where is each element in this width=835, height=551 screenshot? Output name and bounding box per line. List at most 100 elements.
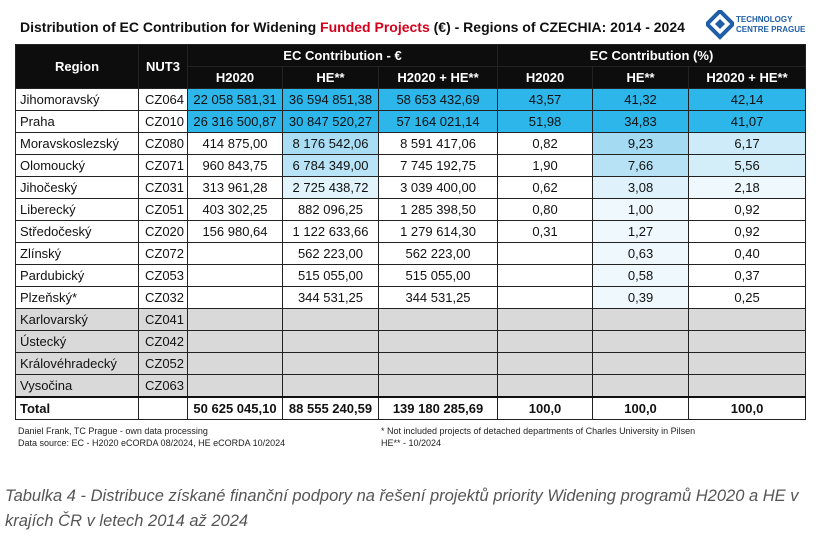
- table-cell: 344 531,25: [377, 286, 499, 309]
- table-cell: [592, 374, 690, 398]
- table-cell: [497, 374, 594, 398]
- table-cell: CZ020: [138, 220, 188, 243]
- table-cell: CZ052: [138, 352, 188, 375]
- table-cell: 1,90: [497, 154, 594, 177]
- table-row: Vysočina CZ063: [15, 374, 807, 398]
- table-cell: 1 279 614,30: [377, 220, 499, 243]
- table-cell: 8 176 542,06: [282, 132, 379, 155]
- table-cell: [187, 242, 283, 265]
- total-cell: 100,0: [497, 396, 594, 420]
- table-cell: [282, 374, 379, 398]
- table-cell: 0,80: [497, 198, 594, 221]
- total-cell: [138, 396, 188, 420]
- table-cell: 0,31: [497, 220, 594, 243]
- table-cell: [187, 330, 283, 353]
- table-row: Plzeňský* CZ032 344 531,25 344 531,25 0,39 0,…: [15, 286, 807, 309]
- table-cell: Ústecký: [15, 330, 139, 353]
- total-cell: 100,0: [592, 396, 690, 420]
- table-cell: [187, 352, 283, 375]
- title-highlight: Funded Projects: [320, 19, 430, 35]
- notes-right: * Not included projects of detached depa…: [381, 425, 695, 449]
- table-cell: Jihočeský: [15, 176, 139, 199]
- table-cell: 0,92: [688, 198, 807, 221]
- header-cell: HE**: [282, 66, 379, 89]
- table-cell: 156 980,64: [187, 220, 283, 243]
- table-cell: 5,56: [688, 154, 807, 177]
- table-cell: CZ053: [138, 264, 188, 287]
- table-cell: 0,58: [592, 264, 690, 287]
- table-cell: 42,14: [688, 88, 807, 111]
- table-row: Karlovarský CZ041: [15, 308, 807, 331]
- table-cell: 0,82: [497, 132, 594, 155]
- table-row: Jihočeský CZ031 313 961,28 2 725 438,72 3 03…: [15, 176, 807, 199]
- table-cell: 0,37: [688, 264, 807, 287]
- logo-line: CENTRE PRAGUE: [736, 25, 806, 34]
- header-cell: EC Contribution - €: [186, 44, 499, 67]
- table-cell: Moravskoslezský: [15, 132, 139, 155]
- table-cell: CZ064: [138, 88, 188, 111]
- table-cell: [187, 286, 283, 309]
- header-cell: H2020 + HE**: [377, 66, 499, 89]
- table-cell: 6 784 349,00: [282, 154, 379, 177]
- header-cell: H2020: [497, 66, 594, 89]
- table-cell: [377, 374, 499, 398]
- table-row: Olomoucký CZ071 960 843,75 6 784 349,00 7 74…: [15, 154, 807, 177]
- table-cell: CZ042: [138, 330, 188, 353]
- table-cell: CZ041: [138, 308, 188, 331]
- table-cell: 43,57: [497, 88, 594, 111]
- table-cell: Jihomoravský: [15, 88, 139, 111]
- header-cell: NUT3: [138, 44, 188, 89]
- table-cell: 2 725 438,72: [282, 176, 379, 199]
- total-cell: 88 555 240,59: [282, 396, 379, 420]
- logo-icon: [706, 10, 734, 40]
- table-cell: 1,00: [592, 198, 690, 221]
- table-cell: CZ071: [138, 154, 188, 177]
- title-start: Distribution of EC Contribution for Wide…: [20, 19, 321, 35]
- table-cell: 562 223,00: [377, 242, 499, 265]
- table-cell: 0,25: [688, 286, 807, 309]
- table-cell: [377, 308, 499, 331]
- total-cell: 139 180 285,69: [377, 396, 499, 420]
- table-cell: 344 531,25: [282, 286, 379, 309]
- table-cell: [282, 352, 379, 375]
- table-cell: [497, 264, 594, 287]
- title: Distribution of EC Contribution for Wide…: [20, 19, 685, 35]
- table-cell: CZ010: [138, 110, 188, 133]
- header-cell: H2020 + HE**: [688, 66, 807, 89]
- table-cell: 882 096,25: [282, 198, 379, 221]
- header-cell: Region: [15, 44, 139, 89]
- table-row: Středočeský CZ020 156 980,64 1 122 633,66 1 …: [15, 220, 807, 243]
- total-cell: 100,0: [688, 396, 807, 420]
- table-cell: [497, 242, 594, 265]
- table-cell: Středočeský: [15, 220, 139, 243]
- table-cell: 6,17: [688, 132, 807, 155]
- table-cell: [592, 352, 690, 375]
- table-cell: Zlínský: [15, 242, 139, 265]
- table-cell: [497, 286, 594, 309]
- table-cell: 8 591 417,06: [377, 132, 499, 155]
- table-cell: 515 055,00: [282, 264, 379, 287]
- table-cell: 7 745 192,75: [377, 154, 499, 177]
- table-cell: [377, 330, 499, 353]
- notes-left: Daniel Frank, TC Prague - own data proce…: [18, 425, 285, 449]
- header-cell: HE**: [592, 66, 690, 89]
- table-cell: 3 039 400,00: [377, 176, 499, 199]
- table-row: Ústecký CZ042: [15, 330, 807, 353]
- table: Region NUT3 EC Contribution - € EC Contr…: [15, 44, 807, 420]
- table-cell: [592, 330, 690, 353]
- table-cell: [497, 308, 594, 331]
- note: * Not included projects of detached depa…: [381, 426, 696, 436]
- table-cell: Karlovarský: [15, 308, 139, 331]
- table-cell: [688, 374, 807, 398]
- table-cell: 51,98: [497, 110, 594, 133]
- table-cell: 414 875,00: [187, 132, 283, 155]
- table-cell: 7,66: [592, 154, 690, 177]
- table-cell: 0,92: [688, 220, 807, 243]
- table-cell: Vysočina: [15, 374, 139, 398]
- table-cell: 0,39: [592, 286, 690, 309]
- table-row: Moravskoslezský CZ080 414 875,00 8 176 542,…: [15, 132, 807, 155]
- table-cell: Plzeňský*: [15, 286, 139, 309]
- table-cell: 1,27: [592, 220, 690, 243]
- table-cell: 960 843,75: [187, 154, 283, 177]
